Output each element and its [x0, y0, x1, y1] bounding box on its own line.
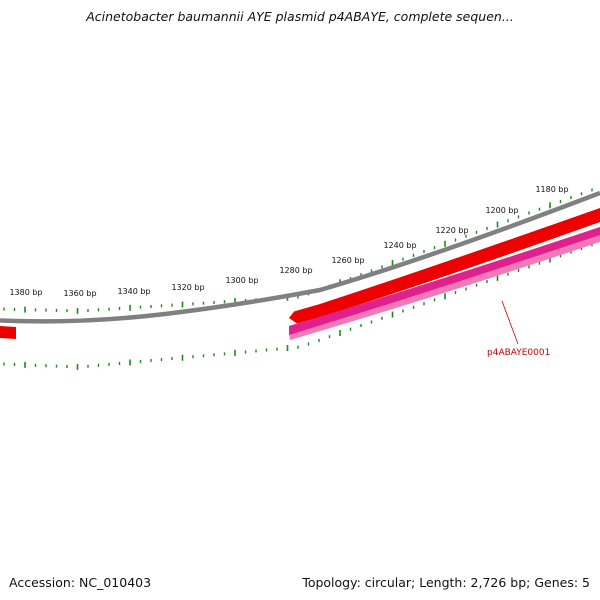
tick-labels: 1180 bp 1200 bp 1220 bp 1240 bp 1260 bp 1280 … — [9, 185, 568, 298]
tick-label: 1220 bp — [435, 226, 468, 235]
tick-label: 1360 bp — [63, 289, 96, 298]
tick-label: 1260 bp — [331, 256, 364, 265]
gene-label: p4ABAYE0001 — [487, 348, 550, 358]
plasmid-backbone — [0, 190, 600, 324]
gene-arrow-forward — [289, 208, 600, 324]
tick-label: 1240 bp — [383, 241, 416, 250]
inner-tick-marks — [3, 243, 593, 370]
map-title: Acinetobacter baumannii AYE plasmid p4AB… — [86, 9, 514, 24]
tick-label: 1380 bp — [9, 288, 42, 297]
tick-label: 1280 bp — [279, 266, 312, 275]
tick-label: 1320 bp — [171, 283, 204, 292]
topology-summary-text: Topology: circular; Length: 2,726 bp; Ge… — [302, 575, 590, 590]
tick-label: 1340 bp — [117, 287, 150, 296]
gene-arrow-reverse — [289, 227, 600, 335]
tick-label: 1200 bp — [485, 206, 518, 215]
tick-label: 1300 bp — [225, 276, 258, 285]
gene-label-leader-line — [501, 300, 519, 345]
tick-label: 1180 bp — [535, 185, 568, 194]
gene-fragment-left — [0, 326, 16, 339]
accession-text: Accession: NC_010403 — [9, 575, 152, 590]
